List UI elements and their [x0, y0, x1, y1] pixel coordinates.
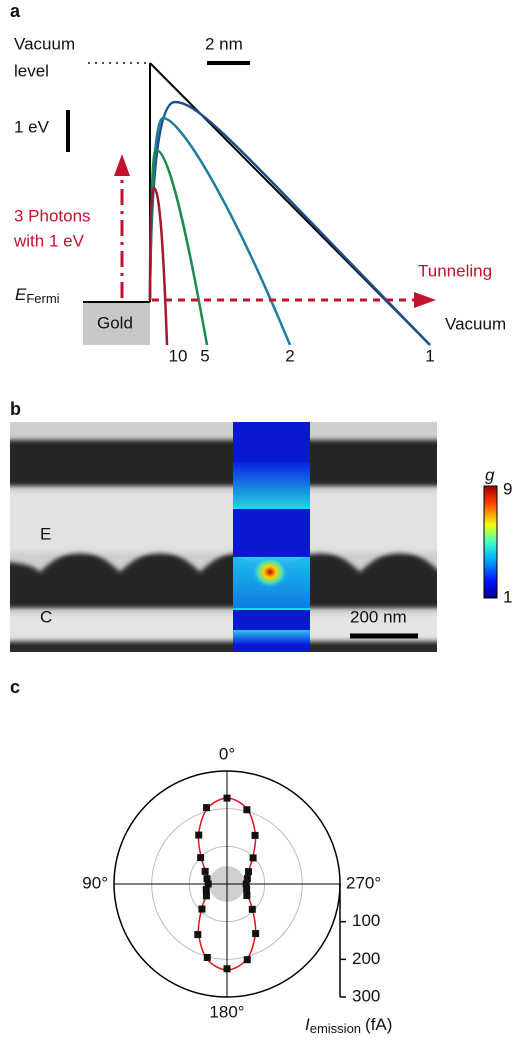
vacuum-level-label: Vacuum — [14, 34, 75, 53]
curve-label: 5 — [200, 346, 209, 365]
data-point — [242, 880, 250, 888]
photons-label: with 1 eV — [13, 231, 85, 250]
data-point — [252, 930, 260, 938]
theta-tick-label: 180° — [209, 1002, 244, 1021]
potential-curve — [148, 100, 431, 346]
panel-c: c Iemission (fA) 0° 90° 180° 270° 100 200 300 — [10, 677, 392, 1037]
data-point — [203, 804, 211, 812]
data-point — [249, 854, 257, 862]
theta-tick-label: 0° — [219, 744, 235, 763]
colorbar-tick-label: 1 — [503, 587, 512, 606]
data-point — [204, 880, 212, 888]
theta-tick-label: 90° — [82, 873, 108, 892]
data-point — [243, 891, 251, 899]
data-point — [203, 953, 211, 961]
r-unit: (fA) — [365, 1015, 392, 1034]
data-point — [243, 875, 251, 883]
panel-label: b — [10, 399, 21, 419]
curve-label: 10 — [169, 346, 188, 365]
data-point — [202, 886, 210, 894]
colorbar-tick-label: 9 — [503, 479, 512, 498]
r-tick-label: 200 — [352, 949, 380, 968]
potential-curve — [148, 116, 292, 346]
data-point — [245, 868, 253, 876]
fermi-label: EFermi — [15, 285, 60, 306]
vacuum-label: Vacuum — [445, 314, 506, 333]
curve-label: 1 — [425, 346, 434, 365]
data-point — [243, 956, 251, 964]
data-point — [243, 806, 251, 814]
energy-scale: 1 eV — [14, 117, 50, 136]
r-tick-label: 100 — [352, 911, 380, 930]
region-label: C — [40, 607, 52, 626]
data-point — [202, 892, 210, 900]
panel-b: b E C 200 nm g 9 1 — [10, 399, 512, 652]
tunneling-label: Tunneling — [418, 261, 492, 280]
r-axis-label: Iemission (fA) — [305, 1015, 392, 1036]
data-point — [201, 867, 209, 875]
potential-curve — [148, 148, 209, 346]
region-label: E — [40, 524, 51, 543]
data-point — [198, 905, 206, 913]
r-tick-label: 300 — [352, 986, 380, 1005]
fermi-symbol: E — [15, 285, 27, 304]
data-point — [248, 905, 256, 913]
data-point — [195, 831, 203, 839]
data-point — [243, 885, 251, 893]
data-point — [251, 831, 259, 839]
photons-label: 3 Photons — [14, 206, 91, 225]
gold-label: Gold — [97, 313, 133, 332]
colorbar — [483, 485, 498, 599]
curve-label: 2 — [285, 346, 294, 365]
data-point — [197, 854, 205, 862]
data-point — [194, 931, 202, 939]
fermi-subscript: Fermi — [26, 291, 59, 306]
potential-curve — [148, 186, 169, 346]
r-subscript: emission — [310, 1021, 361, 1036]
r-symbol: I — [305, 1015, 310, 1034]
data-point — [203, 875, 211, 883]
tunneling-arrowhead — [414, 292, 436, 308]
length-scale: 2 nm — [205, 34, 243, 53]
theta-tick-label: 270° — [346, 873, 381, 892]
data-point — [223, 794, 231, 802]
scale-bar-label: 200 nm — [350, 607, 407, 626]
colorbar-label: g — [485, 465, 495, 484]
panel-label: c — [10, 677, 20, 697]
photon-arrowhead — [114, 154, 130, 176]
data-point — [223, 965, 231, 973]
panel-label: a — [10, 1, 21, 21]
panel-a: a Vacuum level 2 nm 1 eV 3 Photons with … — [10, 1, 506, 366]
vacuum-level-label: level — [14, 61, 49, 80]
gold-block — [83, 302, 150, 345]
